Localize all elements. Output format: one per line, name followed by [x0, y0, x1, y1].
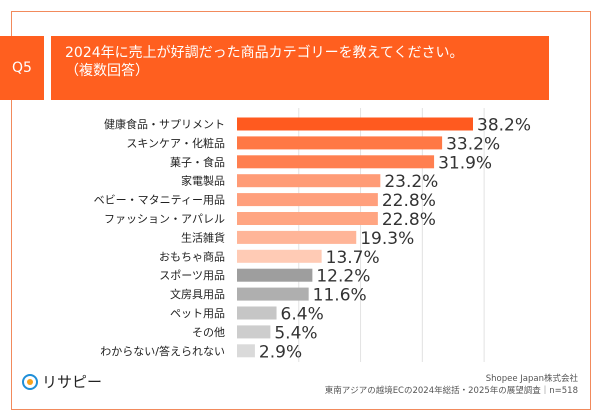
logo: リサピー — [22, 371, 102, 392]
question-number: Q5 — [0, 36, 44, 100]
category-label: 菓子・食品 — [170, 155, 225, 169]
value-label: 2.9% — [259, 342, 302, 362]
bar — [237, 136, 443, 150]
bar — [237, 230, 357, 244]
value-label: 22.8% — [382, 210, 436, 230]
category-label: ペット用品 — [170, 307, 225, 320]
category-label: 健康食品・サプリメント — [104, 117, 225, 131]
value-label: 6.4% — [281, 305, 324, 325]
question-title-line1: 2024年に売上が好調だった商品カテゴリーを教えてください。 — [65, 45, 464, 61]
bar — [237, 344, 255, 358]
value-label: 38.2% — [477, 116, 531, 136]
footer-company: Shopee Japan株式会社 — [485, 374, 578, 384]
category-label: わからない/答えられない — [100, 344, 225, 358]
logo-pin-icon — [22, 373, 38, 390]
value-label: 12.2% — [316, 267, 370, 287]
bar — [237, 249, 322, 263]
value-label: 11.6% — [313, 286, 367, 306]
bar — [237, 212, 378, 225]
category-label: その他 — [192, 326, 225, 339]
value-label: 33.2% — [446, 134, 500, 154]
category-label: ベビー・マタニティー用品 — [94, 194, 225, 207]
value-label: 13.7% — [326, 248, 380, 268]
category-label: ファッション・アパレル — [104, 213, 225, 226]
bar — [237, 287, 309, 301]
value-label: 31.9% — [438, 153, 492, 173]
value-label: 19.3% — [360, 229, 414, 249]
value-label: 5.4% — [274, 323, 317, 343]
footer-source: Shopee Japan株式会社 東南アジアの越境ECの2024年総括・2025… — [325, 373, 578, 397]
category-label: 生活雑貨 — [181, 230, 225, 244]
question-title-line2: （複数回答） — [65, 63, 149, 79]
bar — [237, 155, 435, 169]
logo-text: リサピー — [42, 373, 103, 391]
bar — [237, 174, 381, 188]
category-label: 文房具用品 — [170, 287, 225, 301]
bar — [237, 117, 473, 131]
category-label: おもちゃ商品 — [159, 249, 225, 263]
card-frame — [11, 11, 591, 410]
category-label: 家電製品 — [181, 174, 225, 188]
bar — [237, 193, 378, 207]
question-title: 2024年に売上が好調だった商品カテゴリーを教えてください。 （複数回答） — [51, 36, 549, 100]
value-label: 23.2% — [384, 172, 438, 192]
footer-survey: 東南アジアの越境ECの2024年総括・2025年の展望調査｜n=518 — [324, 386, 578, 396]
category-label: スキンケア・化粧品 — [126, 136, 225, 150]
bar — [237, 268, 313, 282]
category-label: スポーツ用品 — [159, 269, 225, 282]
bar — [237, 325, 271, 339]
value-label: 22.8% — [382, 191, 436, 211]
bar — [237, 306, 277, 320]
